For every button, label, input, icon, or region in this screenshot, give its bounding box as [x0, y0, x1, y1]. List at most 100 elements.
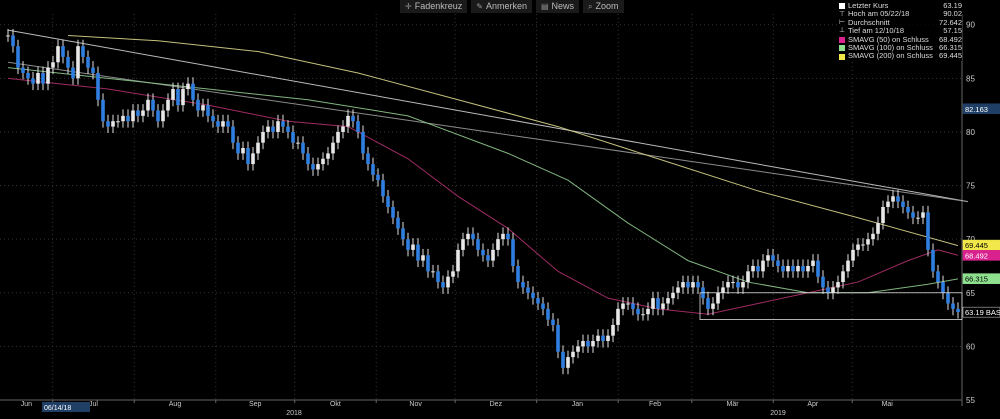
candle-body: [201, 105, 205, 111]
candle-body: [521, 282, 525, 288]
candle-body: [901, 201, 905, 207]
toolbar-anmerken-button[interactable]: ✎ Anmerken: [471, 0, 532, 13]
chart-legend: Letzter Kurs 63.19 ⊤ Hoch am 05/22/18 90.02 ⊢…: [838, 1, 962, 61]
candle-body: [751, 265, 755, 272]
candle-body: [321, 158, 325, 165]
candle-body: [221, 121, 225, 127]
candle-body: [381, 180, 385, 197]
candle-body: [601, 335, 605, 342]
toolbar-label: Fadenkreuz: [414, 1, 463, 11]
series-line: [7, 29, 969, 203]
candle-body: [296, 142, 300, 144]
legend-row: Letzter Kurs 63.19: [838, 1, 962, 10]
candle-body: [211, 115, 215, 122]
candle-body: [261, 131, 265, 143]
x-tick-label: Jan: [572, 401, 583, 408]
candle-body: [241, 148, 245, 154]
candle-body: [401, 228, 405, 240]
toolbar-news-button[interactable]: ▤ News: [535, 0, 580, 13]
candle-body: [691, 282, 695, 288]
candle-body: [571, 351, 575, 358]
candle-body: [101, 99, 105, 122]
candle-body: [171, 89, 175, 100]
start-date-label: 06/14/18: [44, 405, 71, 412]
candle-body: [66, 56, 70, 68]
chart-toolbar: ✛ Fadenkreuz ✎ Anmerken ▤ News ⌕ Zoom: [400, 0, 624, 13]
news-icon: ▤: [540, 2, 549, 11]
toolbar-fadenkreuz-button[interactable]: ✛ Fadenkreuz: [400, 0, 468, 13]
candle-body: [236, 142, 240, 154]
candle-body: [276, 121, 280, 132]
candle-body: [776, 260, 780, 266]
candle-body: [146, 99, 150, 111]
candle-body: [511, 239, 515, 266]
legend-value: 57.15: [943, 26, 962, 36]
x-tick-label: Dez: [490, 401, 503, 408]
y-tick-label: 60: [966, 342, 975, 351]
toolbar-zoom-button[interactable]: ⌕ Zoom: [583, 0, 624, 13]
candle-body: [671, 292, 675, 299]
candle-body: [391, 207, 395, 218]
x-tick-label: Jun: [21, 401, 32, 408]
candle-body: [956, 308, 960, 313]
candle-body: [641, 314, 645, 316]
candle-body: [586, 341, 590, 347]
candle-body: [846, 260, 850, 272]
candle-body: [356, 121, 360, 132]
price-marker-label: 82.163: [965, 105, 988, 114]
candle-body: [666, 298, 670, 304]
price-marker-box: [962, 103, 1000, 115]
candle-body: [856, 244, 860, 250]
candle-body: [336, 131, 340, 143]
candle-body: [806, 265, 810, 272]
candle-body: [551, 319, 555, 325]
candle-body: [471, 233, 475, 240]
price-marker-box: [962, 273, 1000, 284]
candle-body: [816, 260, 820, 277]
candle-body: [431, 271, 435, 273]
legend-swatch: ⊥: [839, 27, 846, 35]
y-tick-label: 70: [966, 235, 975, 244]
candle-body: [646, 308, 650, 315]
candle-body: [111, 121, 115, 127]
candle-body: [26, 72, 30, 79]
candle-body: [76, 46, 80, 79]
candle-body: [801, 265, 805, 272]
candle-body: [476, 239, 480, 250]
candle-body: [151, 99, 155, 111]
candle-body: [231, 126, 235, 143]
candle-body: [206, 105, 210, 116]
candle-body: [681, 282, 685, 288]
candle-body: [306, 153, 310, 165]
candle-body: [631, 303, 635, 309]
candle-body: [761, 260, 765, 272]
candle-body: [56, 46, 60, 63]
candle-body: [661, 303, 665, 309]
candle-body: [821, 276, 825, 288]
candle-body: [106, 121, 110, 127]
candle-body: [516, 265, 520, 283]
candle-body: [501, 233, 505, 240]
legend-row: ⊥ Tief am 12/10/18 57.15: [838, 26, 962, 36]
candle-body: [616, 308, 620, 325]
candle-body: [876, 223, 880, 234]
year-label: 2018: [286, 410, 302, 417]
candle-body: [451, 271, 455, 277]
crosshair-icon: ✛: [405, 2, 412, 11]
legend-row: SMAVG (100) on Schluss 66.315: [838, 43, 962, 52]
x-tick-label: Aug: [169, 401, 182, 408]
candle-body: [951, 303, 955, 309]
toolbar-label: Anmerken: [485, 1, 527, 11]
legend-row: SMAVG (50) on Schluss 68.492: [838, 35, 962, 44]
candle-body: [371, 164, 375, 175]
candle-body: [621, 303, 625, 309]
candle-body: [796, 265, 800, 272]
candle-body: [81, 46, 85, 57]
candle-body: [596, 335, 600, 342]
candle-body: [71, 67, 75, 79]
candle-body: [731, 282, 735, 284]
candle-body: [341, 126, 345, 132]
candle-body: [161, 110, 165, 122]
magnifier-icon: ⌕: [588, 2, 593, 11]
